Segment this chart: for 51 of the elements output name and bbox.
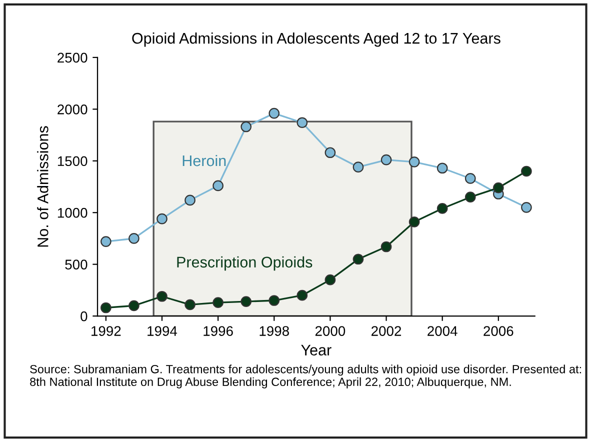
point <box>156 290 168 302</box>
point <box>408 156 420 168</box>
point <box>352 162 364 173</box>
point <box>156 213 168 224</box>
point <box>436 162 448 174</box>
point <box>464 192 476 203</box>
point <box>100 302 112 314</box>
point <box>380 154 392 166</box>
series-label: Heroin <box>182 154 226 166</box>
point <box>128 300 140 312</box>
point <box>212 180 224 192</box>
source-note: Source: Subramaniam G. Treatments for adolescents/young adults with opioid use disorder. Presented at: 8th National Institute on Drug Abuse Blending Conference; April 22, 2010; Albuquerque, NM. <box>30 364 582 388</box>
x-tick-label: 1998 <box>260 326 289 336</box>
point <box>268 108 280 119</box>
x-tick-label: 1994 <box>148 326 178 336</box>
point <box>240 296 252 307</box>
y-tick-label: 2000 <box>58 104 88 114</box>
point <box>296 117 308 128</box>
point <box>352 254 364 265</box>
x-tick-label: 1996 <box>204 326 233 336</box>
point <box>100 236 112 247</box>
point <box>521 166 532 177</box>
y-tick-label: 2500 <box>58 52 88 63</box>
point <box>268 295 280 306</box>
point <box>296 290 308 301</box>
y-axis-title: No. of Admissions <box>37 126 48 247</box>
y-tick-label: 0 <box>80 311 88 322</box>
point <box>184 194 196 206</box>
y-tick-label: 1000 <box>58 208 88 218</box>
point <box>324 147 336 158</box>
point <box>380 241 392 252</box>
point <box>184 299 196 310</box>
point <box>240 121 252 132</box>
point <box>408 216 420 228</box>
x-tick-label: 2002 <box>372 326 402 336</box>
point <box>324 274 336 286</box>
y-tick-label: 1500 <box>58 156 88 166</box>
chart-title: Opioid Admissions in Adolescents Aged 12 to 17 Years <box>132 32 500 47</box>
point <box>492 182 504 194</box>
x-axis-title: Year <box>301 344 332 356</box>
x-tick-label: 1992 <box>92 326 121 336</box>
x-tick-label: 2004 <box>428 326 458 336</box>
point <box>128 233 140 244</box>
y-tick-label: 500 <box>65 260 88 270</box>
point <box>464 173 476 184</box>
x-tick-label: 2006 <box>484 326 514 336</box>
point <box>212 297 224 308</box>
series-label: Prescription Opioids <box>177 256 312 271</box>
x-tick-label: 2000 <box>315 326 346 336</box>
point <box>436 203 448 214</box>
point <box>521 202 532 213</box>
